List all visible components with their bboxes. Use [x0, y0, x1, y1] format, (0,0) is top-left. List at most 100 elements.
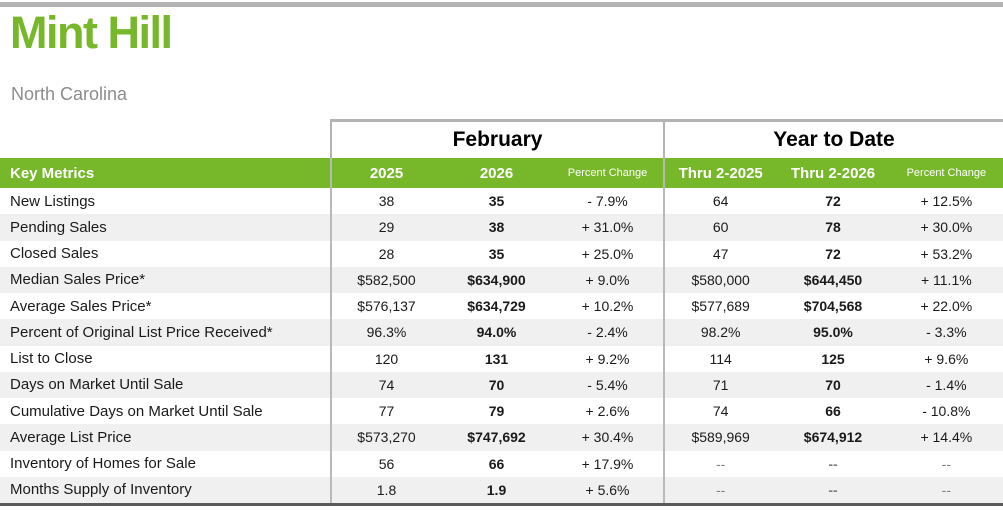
value-cell: - 7.9% — [587, 193, 628, 210]
metric-label: Median Sales Price* — [10, 271, 146, 289]
value-cell: -- — [941, 481, 951, 498]
group-header-year-to-date: Year to Date — [663, 119, 1003, 158]
value-cell: 74 — [663, 398, 776, 425]
table-row: Average Sales Price* $576,137 $634,729 + 10… — [0, 293, 1003, 320]
value-cell: 114 — [663, 345, 776, 372]
value-cell: $634,900 — [467, 271, 526, 288]
value-cell: 38 — [330, 188, 441, 215]
value-cell: 29 — [330, 214, 441, 241]
value-cell: 94.0% — [476, 324, 517, 341]
value-cell: $747,692 — [467, 429, 526, 446]
metric-label: Average List Price — [10, 428, 132, 446]
value-cell: $576,137 — [330, 293, 441, 320]
value-cell: - 1.4% — [926, 376, 967, 393]
value-cell: -- — [663, 476, 776, 503]
value-cell: + 17.9% — [581, 455, 634, 472]
key-metrics-table: February Year to Date Key Metrics 2025 2… — [0, 119, 1003, 506]
value-cell: 60 — [663, 214, 776, 241]
value-cell: + 53.2% — [920, 245, 973, 262]
table-row: Days on Market Until Sale 74 70 - 5.4% 71 70 -… — [0, 371, 1003, 398]
table-row: New Listings 38 35 - 7.9% 64 72 + 12.5% — [0, 188, 1003, 215]
value-cell: $577,689 — [663, 293, 776, 320]
table-row: Pending Sales 29 38 + 31.0% 60 78 + 30.0% — [0, 214, 1003, 241]
value-cell: + 14.4% — [920, 429, 973, 446]
value-cell: + 11.1% — [920, 271, 972, 288]
table-row: Cumulative Days on Market Until Sale 77 79… — [0, 398, 1003, 425]
group-header-spacer — [0, 119, 330, 158]
value-cell: 66 — [488, 455, 505, 472]
value-cell: 78 — [825, 219, 841, 236]
page-subtitle: North Carolina — [11, 84, 128, 104]
metric-label: Average Sales Price* — [10, 297, 152, 315]
col-header-feb-2025: 2025 — [330, 158, 441, 188]
value-cell: 71 — [663, 371, 776, 398]
value-cell: + 5.6% — [585, 481, 630, 498]
value-cell: - 2.4% — [587, 324, 628, 341]
metric-label: Inventory of Homes for Sale — [10, 455, 196, 473]
value-cell: 95.0% — [813, 324, 853, 341]
value-cell: 74 — [330, 371, 441, 398]
col-header-ytd-percent-change: Percent Change — [906, 167, 987, 179]
value-cell: $580,000 — [663, 266, 776, 293]
value-cell: -- — [941, 455, 951, 472]
value-cell: $589,969 — [663, 424, 776, 451]
table-row: Median Sales Price* $582,500 $634,900 + 9.0… — [0, 266, 1003, 293]
table-row: Closed Sales 28 35 + 25.0% 47 72 + 53.2% — [0, 240, 1003, 267]
value-cell: 1.9 — [486, 481, 507, 498]
value-cell: -- — [663, 450, 776, 477]
value-cell: 120 — [330, 345, 441, 372]
table-row: List to Close 120 131 + 9.2% 114 125 + 9.6% — [0, 345, 1003, 372]
column-header-row: Key Metrics 2025 2026 Percent Change Thr… — [0, 158, 1003, 188]
metric-label: New Listings — [10, 192, 96, 210]
value-cell: 28 — [330, 240, 441, 267]
key-metrics-header: Key Metrics — [10, 164, 95, 182]
value-cell: 131 — [484, 350, 509, 367]
value-cell: 77 — [330, 398, 441, 425]
value-cell: + 10.2% — [581, 298, 634, 315]
metric-label: Percent of Original List Price Received* — [10, 323, 273, 341]
value-cell: + 22.0% — [920, 298, 973, 315]
page-title: Mint Hill — [10, 7, 173, 58]
value-cell: + 12.5% — [920, 193, 973, 210]
value-cell: + 25.0% — [581, 245, 634, 262]
group-header-february: February — [330, 119, 663, 158]
table-row: Months Supply of Inventory 1.8 1.9 + 5.6% --… — [0, 476, 1003, 503]
top-divider-bar — [0, 2, 1003, 7]
value-cell: 70 — [488, 376, 505, 393]
value-cell: $674,912 — [803, 429, 863, 446]
table-row: Inventory of Homes for Sale 56 66 + 17.9% --… — [0, 450, 1003, 477]
value-cell: 35 — [488, 193, 505, 210]
value-cell: + 2.6% — [585, 403, 630, 420]
col-header-ytd-2025: Thru 2-2025 — [663, 158, 776, 188]
table-row: Percent of Original List Price Received*… — [0, 319, 1003, 346]
col-header-ytd-2026: Thru 2-2026 — [790, 164, 876, 182]
col-header-feb-2026: 2026 — [479, 164, 514, 182]
value-cell: 35 — [488, 245, 505, 262]
value-cell: 79 — [488, 403, 505, 420]
col-header-feb-percent-change: Percent Change — [567, 167, 648, 179]
value-cell: + 30.0% — [920, 219, 973, 236]
value-cell: 125 — [821, 350, 845, 367]
value-cell: 98.2% — [663, 319, 776, 346]
value-cell: $573,270 — [330, 424, 441, 451]
value-cell: 38 — [488, 219, 505, 236]
value-cell: 96.3% — [330, 319, 441, 346]
value-cell: 56 — [330, 450, 441, 477]
value-cell: - 10.8% — [922, 403, 971, 420]
value-cell: $704,568 — [803, 298, 863, 315]
value-cell: -- — [828, 455, 838, 472]
value-cell: 72 — [825, 245, 841, 262]
value-cell: + 9.0% — [585, 271, 630, 288]
metric-label: Closed Sales — [10, 245, 99, 263]
metric-label: Days on Market Until Sale — [10, 376, 184, 394]
table-row: Average List Price $573,270 $747,692 + 30.4… — [0, 424, 1003, 451]
value-cell: - 5.4% — [587, 376, 628, 393]
value-cell: 64 — [663, 188, 776, 215]
value-cell: + 31.0% — [581, 219, 634, 236]
value-cell: + 30.4% — [581, 429, 634, 446]
metric-label: Cumulative Days on Market Until Sale — [10, 402, 263, 420]
value-cell: 66 — [825, 403, 841, 420]
value-cell: + 9.2% — [585, 350, 630, 367]
value-cell: + 9.6% — [924, 350, 969, 367]
